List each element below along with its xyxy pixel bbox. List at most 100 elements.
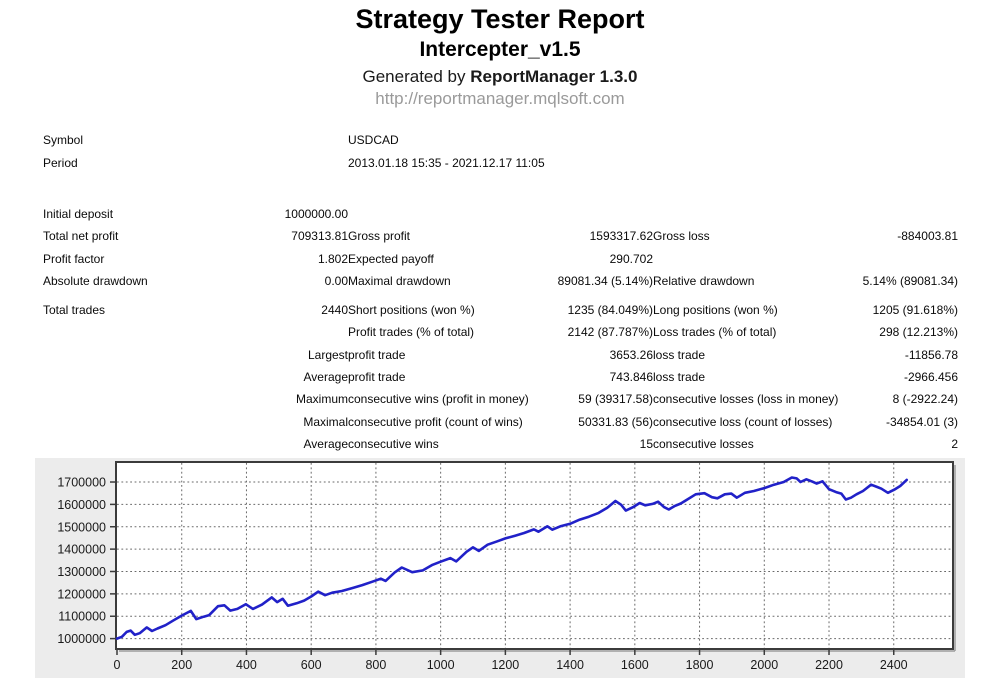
x-tick-label: 2400 — [880, 658, 908, 672]
stat-value: 2142 (87.787%) — [567, 325, 653, 340]
generator-url-link[interactable]: http://reportmanager.mqlsoft.com — [375, 89, 625, 108]
stat-label: loss trade — [653, 370, 706, 385]
stat-label: Long positions (won %) — [653, 303, 778, 318]
stat-label: Relative drawdown — [653, 274, 755, 289]
empty-cell — [43, 344, 196, 366]
stat-value: 59 (39317.58) — [578, 392, 653, 407]
stat-value: 290.702 — [609, 251, 653, 266]
stat-value: 89081.34 (5.14%) — [557, 274, 653, 289]
plot-border — [115, 461, 954, 650]
stat-label: 2013.01.18 15:35 - 2021.12.17 11:05 — [348, 155, 545, 170]
x-tick-label: 800 — [365, 658, 386, 672]
empty-cell — [501, 203, 654, 225]
table-row: Total net profit 709313.81 Gross profit 159… — [43, 225, 958, 247]
stat-label: Short positions (won %) — [348, 303, 475, 318]
stat-value: -2966.456 — [903, 370, 958, 385]
table-row: Average consecutive wins 15 consecutive los… — [43, 433, 958, 455]
generated-by-prefix: Generated by — [362, 67, 471, 86]
empty-cell — [806, 151, 959, 174]
stat-label: Profit factor — [43, 251, 105, 266]
empty-cell — [43, 410, 196, 432]
table-row: Profit factor 1.802 Expected payoff 290.702 — [43, 248, 958, 270]
x-tick-label: 0 — [114, 658, 121, 672]
table-row: Period 2013.01.18 15:35 - 2021.12.17 11:0… — [43, 151, 958, 174]
table-row: Absolute drawdown 0.00 Maximal drawdown 890… — [43, 270, 958, 292]
stat-label: Gross profit — [348, 229, 411, 244]
stat-label: consecutive losses — [653, 436, 754, 451]
x-tick-label: 1600 — [621, 658, 649, 672]
x-tick-label: 400 — [236, 658, 257, 672]
empty-cell — [43, 433, 196, 455]
symbol-period-table: Symbol USDCAD Period 2013.01.18 15:35 - 202… — [43, 128, 958, 174]
stat-value: -34854.01 (3) — [885, 414, 958, 429]
stat-label: consecutive loss (count of losses) — [653, 414, 833, 429]
stat-value: 2440 — [321, 303, 348, 318]
stat-value: 2 — [951, 436, 958, 451]
empty-cell — [501, 128, 654, 151]
empty-cell — [653, 203, 806, 225]
empty-cell — [653, 248, 806, 270]
stat-label: loss trade — [653, 347, 706, 362]
empty-cell — [653, 128, 806, 151]
y-tick-label: 1000000 — [57, 632, 106, 646]
empty-cell — [806, 203, 959, 225]
stat-value: 15 — [639, 436, 653, 451]
empty-cell — [196, 151, 349, 174]
stat-value: 50331.83 (56) — [578, 414, 653, 429]
stat-label: consecutive losses (loss in money) — [653, 392, 839, 407]
x-tick-label: 200 — [171, 658, 192, 672]
table-row: Largest profit trade 3653.26 loss trade -118… — [43, 344, 958, 366]
empty-cell — [806, 128, 959, 151]
x-tick-label: 1800 — [686, 658, 714, 672]
stat-value: 1.802 — [317, 251, 348, 266]
x-tick-label: 2000 — [750, 658, 778, 672]
stat-value: 5.14% (89081.34) — [862, 274, 958, 289]
stat-label: Symbol — [43, 132, 84, 147]
empty-cell — [43, 321, 196, 343]
generator-name: ReportManager 1.3.0 — [470, 67, 638, 86]
stat-label: Period — [43, 155, 78, 170]
stat-label: profit trade — [348, 347, 406, 362]
stat-label: Expected payoff — [348, 251, 434, 266]
equity-line — [115, 476, 909, 640]
stat-label: consecutive wins — [348, 436, 439, 451]
stat-value: Maximum — [295, 392, 348, 407]
empty-cell — [196, 321, 349, 343]
stat-value: 1593317.62 — [589, 229, 653, 244]
empty-cell — [43, 366, 196, 388]
stat-label: Profit trades (% of total) — [348, 325, 475, 340]
stat-value: 709313.81 — [291, 229, 348, 244]
stat-value: Average — [303, 436, 348, 451]
x-tick-label: 1400 — [556, 658, 584, 672]
stat-label: consecutive profit (count of wins) — [348, 414, 523, 429]
y-tick-label: 1100000 — [58, 610, 106, 624]
empty-cell — [196, 128, 349, 151]
stat-label: Gross loss — [653, 229, 710, 244]
stat-value: 1205 (91.618%) — [872, 303, 958, 318]
stat-value: Average — [303, 370, 348, 385]
plot-background — [116, 462, 953, 649]
y-tick-label: 1300000 — [57, 565, 106, 579]
table-row: Symbol USDCAD — [43, 128, 958, 151]
stat-value: 3653.26 — [609, 347, 653, 362]
table-row: Initial deposit 1000000.00 — [43, 203, 958, 225]
x-tick-label: 1200 — [491, 658, 519, 672]
stat-value: 743.846 — [609, 370, 653, 385]
y-tick-label: 1400000 — [57, 543, 106, 557]
strategy-name: Intercepter_v1.5 — [419, 38, 581, 61]
y-tick-label: 1700000 — [57, 476, 106, 490]
empty-cell — [806, 248, 959, 270]
stat-value: 8 (-2922.24) — [892, 392, 958, 407]
empty-cell — [43, 388, 196, 410]
stat-label: Maximal drawdown — [348, 274, 451, 289]
stat-label: Total trades — [43, 303, 106, 318]
stat-label: profit trade — [348, 370, 406, 385]
table-row: Profit trades (% of total) 2142 (87.787%)… — [43, 321, 958, 343]
page-title: Strategy Tester Report — [355, 4, 645, 34]
table-row: Total trades 2440 Short positions (won %) 1… — [43, 299, 958, 321]
generated-by-line: Generated by ReportManager 1.3.0 — [0, 67, 1000, 87]
report-header: Strategy Tester Report Intercepter_v1.5 … — [0, 0, 1000, 109]
stat-value: Maximal — [303, 414, 348, 429]
stat-label: USDCAD — [348, 132, 399, 147]
profit-summary-table: Initial deposit 1000000.00 Total net profi… — [43, 203, 958, 292]
